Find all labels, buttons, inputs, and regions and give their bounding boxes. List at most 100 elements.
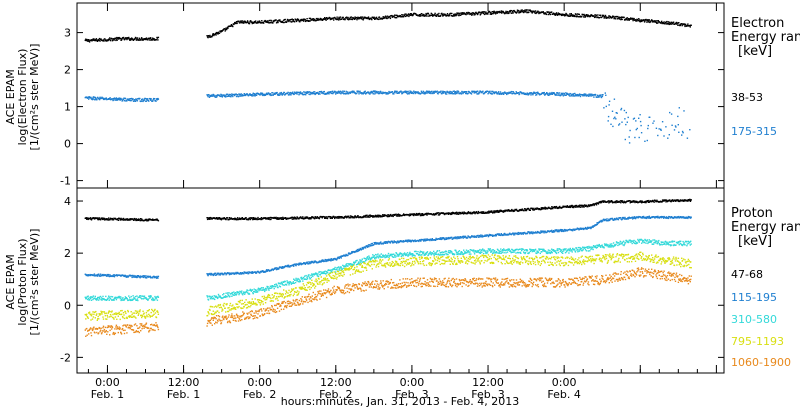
- electron-point-2: [131, 98, 133, 100]
- proton-point-2: [85, 273, 87, 276]
- proton-point-1: [413, 213, 416, 215]
- proton-point-3: [120, 299, 123, 301]
- electron-point-1: [138, 37, 140, 39]
- electron-point-2: [274, 93, 276, 95]
- electron-point-2: [560, 94, 562, 96]
- electron-point-2: [264, 93, 266, 96]
- proton-point-1: [447, 212, 449, 215]
- proton-point-3: [108, 295, 110, 297]
- proton-point-1: [571, 204, 573, 207]
- proton-point-1: [93, 217, 95, 219]
- electron-point-1: [621, 18, 623, 21]
- electron-point-2: [558, 92, 561, 94]
- electron-point-2: [265, 92, 268, 94]
- proton-point-2: [431, 239, 433, 242]
- electron-point-1: [627, 19, 629, 21]
- proton-point-3: [109, 296, 111, 298]
- electron-point-1: [524, 9, 526, 11]
- electron-point-1: [292, 19, 294, 21]
- electron-point-2: [574, 95, 576, 97]
- electron-point-1: [338, 16, 340, 19]
- electron-point-2: [474, 90, 476, 93]
- electron-point-1: [98, 37, 101, 40]
- electron-point-1: [358, 18, 360, 20]
- electron-point-2: [422, 92, 424, 94]
- proton-point-3: [152, 297, 154, 299]
- proton-point-3: [235, 293, 238, 295]
- proton-point-3: [108, 299, 110, 301]
- proton-point-2: [131, 274, 134, 277]
- proton-point-1: [689, 198, 691, 201]
- electron-point-2: [298, 94, 300, 96]
- electron-point-1: [452, 15, 454, 17]
- electron-point-2: [338, 92, 340, 94]
- proton-point-1: [466, 213, 468, 215]
- electron-point-1: [360, 16, 362, 18]
- electron-point-2: [432, 91, 434, 94]
- electron-point-2: [114, 98, 117, 100]
- proton-point-1: [595, 204, 598, 206]
- proton-point-1: [409, 214, 412, 217]
- proton-point-1: [349, 217, 351, 219]
- proton-point-2: [477, 234, 479, 237]
- electron-point-2: [440, 90, 442, 92]
- electron-point-2: [515, 93, 517, 95]
- proton-point-2: [632, 216, 634, 218]
- proton-point-2: [241, 272, 243, 275]
- electron-point-2: [340, 93, 342, 95]
- electron-point-2: [657, 134, 659, 137]
- proton-point-2: [366, 245, 368, 247]
- proton-point-3: [99, 295, 102, 298]
- proton-point-1: [369, 214, 372, 216]
- proton-point-1: [521, 208, 523, 210]
- electron-point-2: [663, 135, 665, 137]
- electron-point-1: [625, 18, 627, 20]
- electron-point-1: [362, 19, 364, 21]
- proton-point-1: [409, 213, 411, 215]
- electron-point-2: [227, 94, 230, 96]
- proton-point-1: [682, 200, 685, 202]
- proton-point-1: [369, 216, 371, 218]
- proton-point-1: [330, 216, 332, 218]
- electron-point-1: [543, 13, 546, 15]
- proton-point-1: [587, 205, 589, 208]
- electron-point-1: [352, 16, 354, 19]
- proton-point-1: [513, 209, 515, 212]
- proton-point-2: [214, 272, 216, 275]
- electron-point-2: [157, 98, 160, 100]
- electron-point-2: [334, 90, 336, 93]
- proton-point-3: [244, 293, 246, 295]
- electron-point-2: [275, 92, 278, 95]
- proton-point-1: [690, 200, 692, 202]
- electron-point-1: [521, 11, 523, 13]
- proton-point-1: [292, 216, 294, 218]
- electron-point-1: [438, 12, 440, 15]
- electron-point-2: [269, 93, 271, 96]
- electron-point-2: [283, 91, 285, 94]
- proton-point-1: [510, 210, 512, 212]
- electron-point-1: [440, 14, 442, 17]
- electron-point-1: [631, 18, 633, 20]
- proton-point-2: [609, 219, 611, 221]
- proton-point-1: [644, 200, 647, 203]
- proton-point-2: [572, 229, 574, 232]
- electron-point-2: [624, 138, 626, 141]
- proton-point-3: [98, 298, 101, 300]
- electron-point-2: [297, 91, 300, 94]
- electron-point-1: [492, 11, 494, 13]
- electron-point-2: [282, 93, 284, 95]
- proton-point-1: [260, 217, 263, 219]
- electron-point-2: [246, 93, 249, 96]
- electron-point-1: [598, 17, 600, 19]
- proton-point-1: [570, 205, 572, 208]
- electron-point-1: [506, 12, 508, 15]
- proton-point-3: [102, 295, 104, 298]
- proton-point-1: [90, 219, 93, 221]
- proton-point-3: [267, 288, 270, 290]
- proton-point-1: [87, 217, 89, 219]
- proton-point-2: [634, 216, 636, 219]
- electron-point-2: [434, 90, 436, 92]
- proton-point-3: [271, 287, 273, 289]
- electron-point-2: [582, 95, 584, 97]
- proton-point-1: [453, 212, 455, 214]
